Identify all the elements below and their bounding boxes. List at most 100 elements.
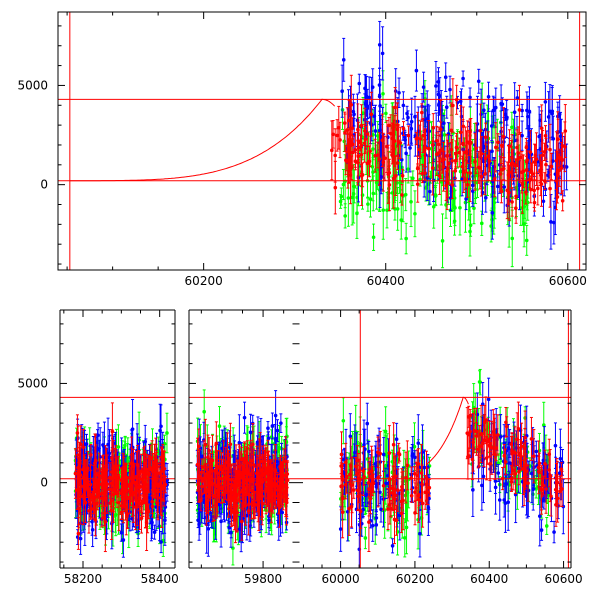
red-series-point (78, 494, 83, 499)
red-series-point (560, 144, 565, 148)
red-series-point (422, 148, 427, 152)
red-series-point (75, 431, 80, 435)
red-series-point (345, 128, 350, 132)
top-data-layer (70, 20, 569, 269)
red-series-point (73, 471, 78, 476)
red-series-point (450, 183, 455, 187)
red-series-point (415, 182, 420, 186)
blue-series-point (160, 509, 165, 513)
red-series-point (479, 174, 484, 179)
red-series-point (468, 171, 472, 175)
red-series-point (465, 182, 470, 187)
red-series-point (457, 150, 462, 155)
red-series-point (454, 145, 459, 150)
red-series-point (447, 161, 451, 166)
blue-series-point (377, 42, 382, 47)
red-series-point (440, 158, 445, 163)
red-series-point (333, 185, 338, 190)
blue-series-point (564, 165, 569, 169)
red-series-point (528, 150, 533, 154)
red-series-point (346, 159, 351, 163)
red-series-point (150, 504, 155, 509)
green-series-point (473, 180, 478, 185)
red-series-point (351, 142, 355, 147)
red-series-point (438, 148, 443, 153)
red-series-point (453, 169, 458, 173)
red-series-point (359, 143, 364, 148)
red-series-point (159, 469, 164, 474)
red-series-point (386, 172, 390, 177)
green-series-point (510, 125, 514, 130)
blue-series-point (377, 94, 382, 99)
red-series-point (548, 186, 552, 191)
blue-series-point (482, 108, 486, 112)
blue-series-point (486, 94, 491, 99)
blue-series-point (442, 121, 446, 125)
blue-series-point (397, 90, 401, 95)
red-series-point (368, 149, 372, 154)
red-series-point (400, 173, 405, 178)
red-series-point (87, 509, 91, 513)
green-series-point (458, 169, 463, 174)
red-series-point (395, 161, 400, 165)
blue-series-point (443, 75, 448, 80)
red-series-point (383, 156, 387, 161)
green-series-point (165, 431, 169, 435)
green-series-point (404, 236, 408, 241)
red-series-point (492, 176, 497, 181)
green-series-point (403, 192, 408, 197)
red-series-point (423, 171, 427, 175)
blue-series-point (448, 87, 452, 92)
blue-series-point (512, 110, 517, 115)
y-tick-label: 5000 (17, 78, 48, 92)
blue-series-point (476, 79, 481, 84)
green-series-point (510, 236, 515, 241)
red-series-point (387, 123, 391, 128)
red-series-point (507, 144, 512, 148)
green-series-point (116, 445, 121, 449)
blue-series-point (458, 99, 463, 104)
red-series-point (560, 158, 564, 162)
red-series-point (543, 133, 548, 138)
blue-series-point (520, 108, 524, 113)
blue-series-point (499, 101, 503, 106)
blue-series-point (357, 81, 362, 86)
green-series-point (343, 214, 347, 218)
red-series-point (365, 161, 370, 166)
green-series-point (381, 92, 385, 96)
x-tick-label: 60400 (367, 274, 405, 288)
blue-series-point (150, 520, 154, 525)
red-series-point (534, 157, 539, 161)
blue-series-point (428, 189, 432, 194)
green-series-point (351, 192, 356, 196)
red-series-point (450, 158, 454, 163)
bottom-panel-data-layer (73, 399, 170, 558)
red-series-point (117, 500, 121, 505)
red-series-point (393, 105, 397, 110)
red-series-point (510, 155, 514, 160)
top-plot: 60200 60400 60600 0 5000 (17, 11, 587, 288)
red-series-point (483, 135, 488, 140)
red-series-point (517, 108, 522, 112)
blue-series-point (551, 136, 556, 141)
red-series-point (88, 452, 93, 457)
model-curve (70, 98, 336, 182)
green-series-point (468, 229, 472, 234)
blue-series-point (340, 89, 344, 94)
red-series-point (478, 128, 483, 133)
blue-series-point (363, 86, 367, 91)
x-tick-label: 60600 (549, 274, 587, 288)
blue-series-point (436, 92, 441, 97)
green-series-point (368, 197, 373, 201)
y-tick-label: 0 (40, 178, 48, 192)
red-series-point (401, 126, 406, 131)
red-series-point (532, 200, 537, 205)
red-series-point (335, 133, 339, 138)
red-series-point (162, 485, 166, 490)
blue-series-point (468, 95, 472, 100)
blue-series-point (550, 109, 555, 114)
blue-series-point (352, 112, 356, 117)
red-series-point (515, 145, 519, 150)
blue-series-point (365, 106, 370, 110)
